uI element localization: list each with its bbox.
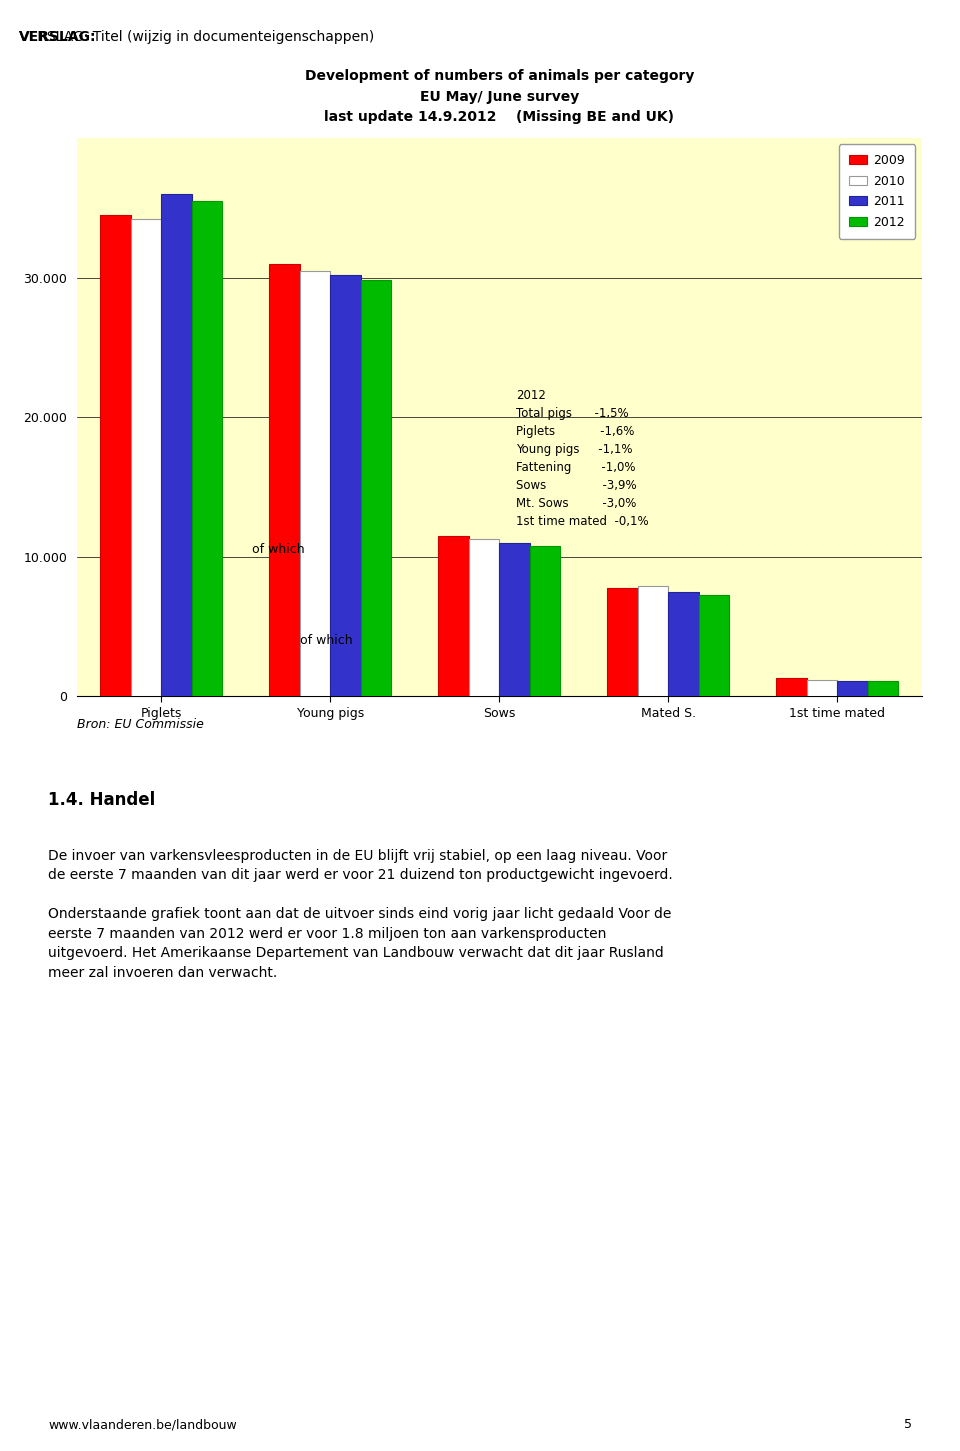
Text: www.vlaanderen.be/landbouw: www.vlaanderen.be/landbouw xyxy=(48,1419,237,1431)
Bar xyxy=(270,264,300,696)
Bar xyxy=(101,215,131,696)
Bar xyxy=(608,588,637,696)
Bar xyxy=(530,546,560,696)
Text: Bron: EU Commissie: Bron: EU Commissie xyxy=(77,718,204,731)
Bar xyxy=(868,681,898,696)
Bar xyxy=(837,681,868,696)
Bar xyxy=(330,274,361,696)
Bar xyxy=(777,678,806,696)
Text: VERSLAG: Titel (wijzig in documenteigenschappen): VERSLAG: Titel (wijzig in documenteigens… xyxy=(19,30,374,45)
Bar xyxy=(806,679,837,696)
Legend: 2009, 2010, 2011, 2012: 2009, 2010, 2011, 2012 xyxy=(839,144,915,238)
Text: of which: of which xyxy=(252,543,304,556)
Text: 5: 5 xyxy=(904,1419,912,1431)
Title: Development of numbers of animals per category
EU May/ June survey
last update 1: Development of numbers of animals per ca… xyxy=(304,70,694,125)
Bar xyxy=(699,595,729,696)
Bar xyxy=(499,543,530,696)
Bar xyxy=(668,592,699,696)
Bar xyxy=(161,193,192,696)
Text: 2012
Total pigs      -1,5%
Piglets            -1,6%
Young pigs     -1,1%
Fatteni: 2012 Total pigs -1,5% Piglets -1,6% Youn… xyxy=(516,389,649,528)
Text: VERSLAG:: VERSLAG: xyxy=(19,30,97,45)
Text: 1.4. Handel: 1.4. Handel xyxy=(48,791,156,808)
Bar xyxy=(361,280,391,696)
Bar xyxy=(637,586,668,696)
Text: of which: of which xyxy=(300,634,352,647)
Bar xyxy=(131,219,161,696)
Bar xyxy=(439,535,468,696)
Bar xyxy=(468,538,499,696)
Bar xyxy=(192,200,222,696)
Text: De invoer van varkensvleesproducten in de EU blijft vrij stabiel, op een laag ni: De invoer van varkensvleesproducten in d… xyxy=(48,849,673,979)
Bar xyxy=(300,270,330,696)
